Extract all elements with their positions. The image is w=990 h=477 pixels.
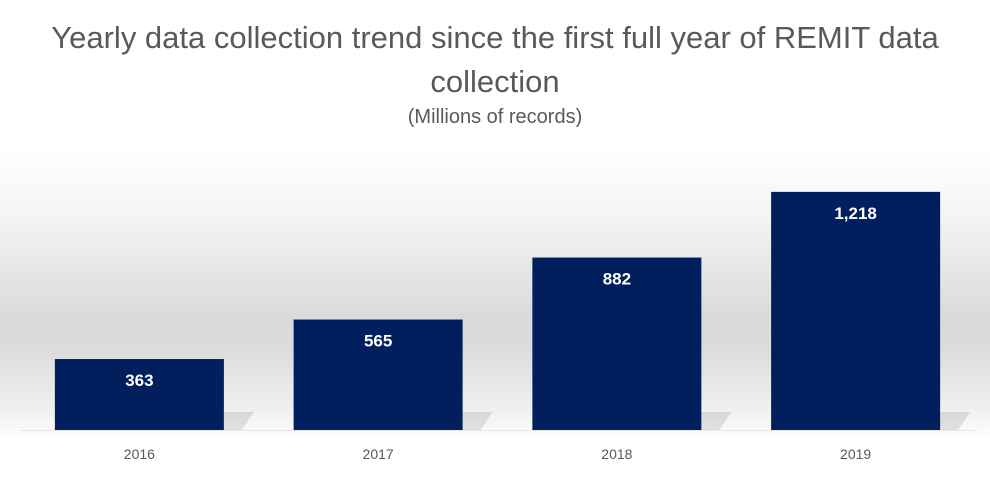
bar-2017	[293, 319, 463, 430]
bar-shadow	[223, 412, 254, 430]
value-label-2019: 1,218	[834, 204, 877, 223]
x-tick-label-2018: 2018	[601, 446, 632, 462]
bar-shadow	[940, 412, 971, 430]
x-tick-label-2016: 2016	[124, 446, 155, 462]
bar-2016	[54, 359, 224, 430]
bar-2018	[532, 257, 702, 430]
bar-shadow	[462, 412, 493, 430]
bar-shadows	[223, 412, 971, 430]
value-labels: 363 565 882 1,218	[125, 204, 877, 390]
x-tick-label-2019: 2019	[840, 446, 871, 462]
x-tick-label-2017: 2017	[363, 446, 394, 462]
value-label-2018: 882	[603, 270, 631, 289]
bar-shadow	[701, 412, 732, 430]
value-label-2017: 565	[364, 332, 392, 351]
bar-2019	[771, 191, 941, 430]
chart-subtitle: (Millions of records)	[407, 106, 583, 128]
value-label-2016: 363	[125, 371, 153, 390]
chart-title: Yearly data collection trend since the f…	[51, 20, 939, 99]
x-axis-tick-labels: 2016 2017 2018 2019	[124, 446, 872, 462]
bars	[54, 191, 941, 430]
